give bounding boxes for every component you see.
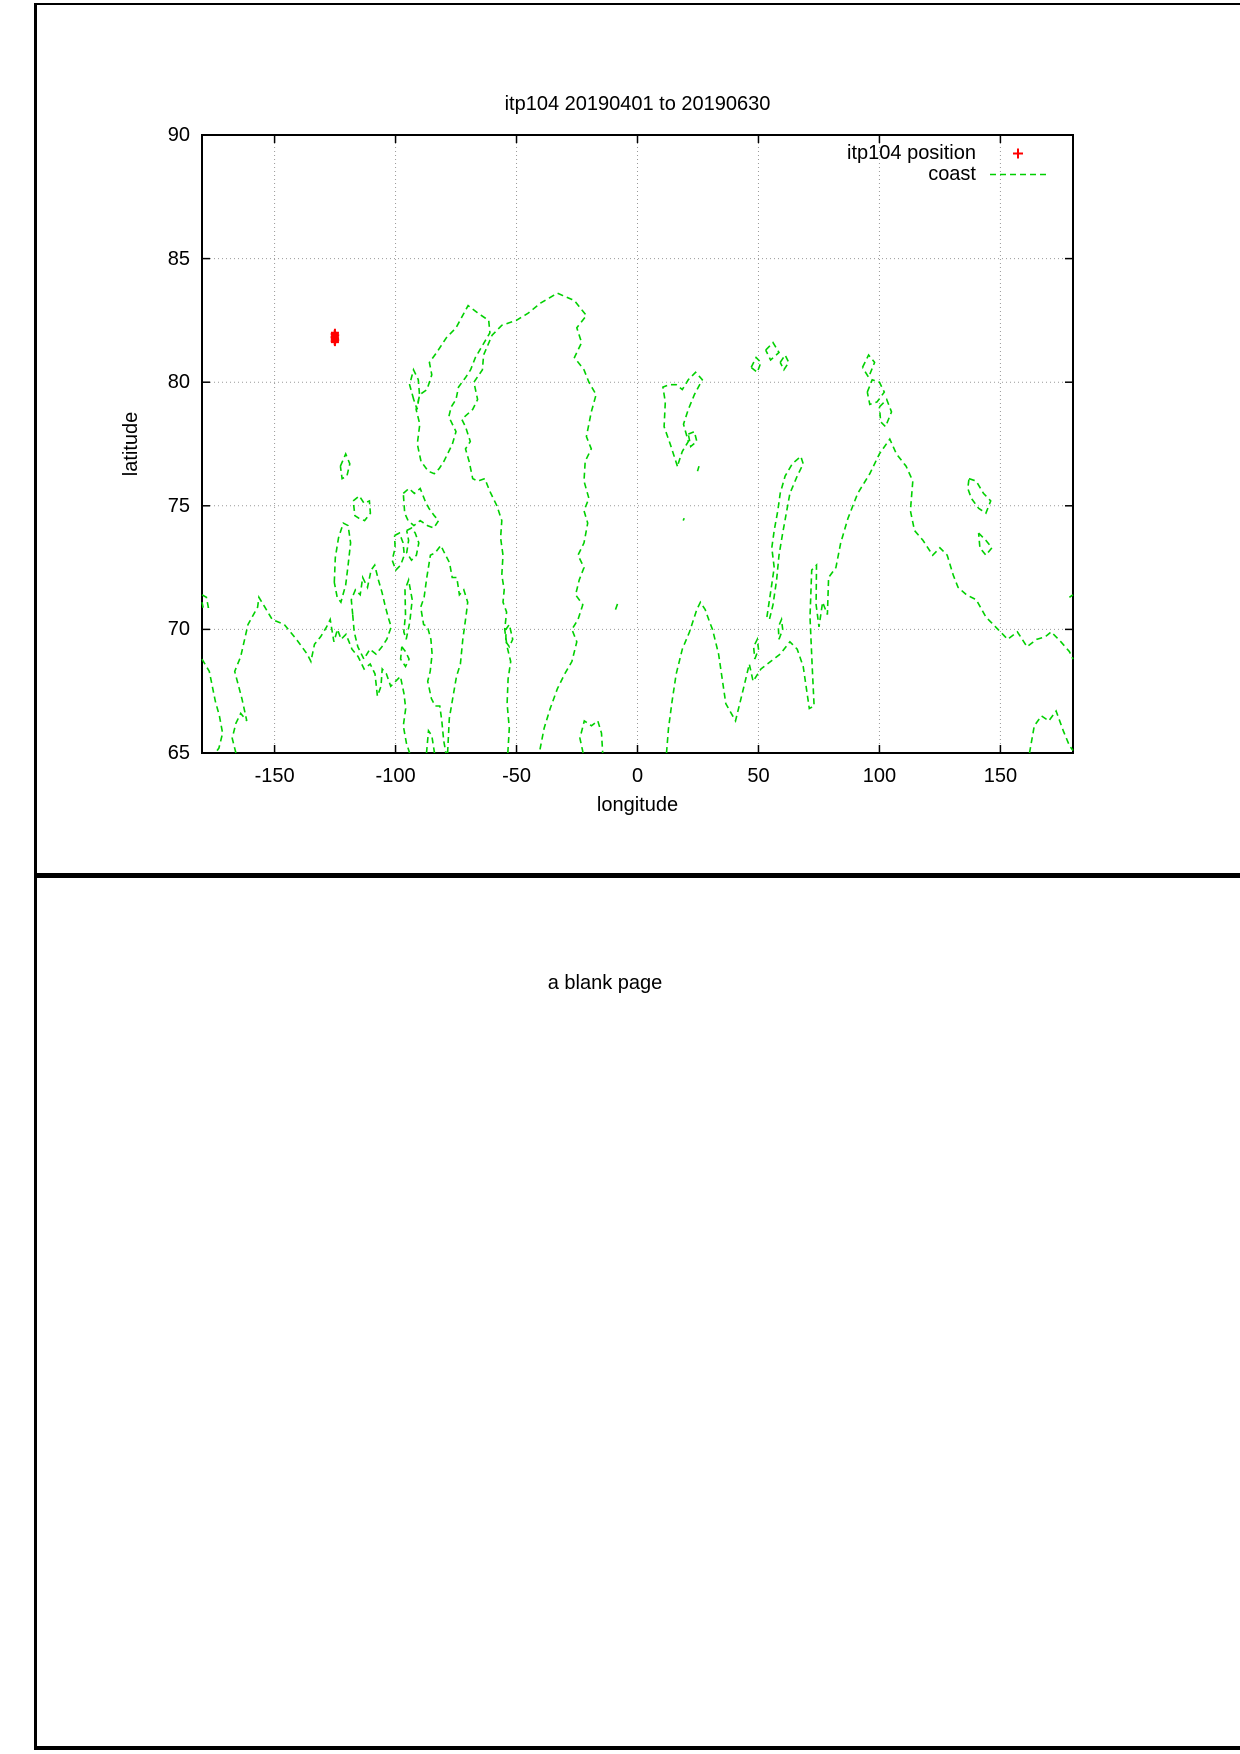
coastline-segment bbox=[696, 465, 700, 472]
coastline-segment bbox=[777, 616, 784, 640]
coastline-segment bbox=[779, 353, 790, 372]
coastline-segment bbox=[339, 451, 351, 480]
y-tick-label: 80 bbox=[167, 371, 190, 394]
y-tick-label: 75 bbox=[167, 494, 190, 517]
page-separator bbox=[34, 873, 1240, 878]
coastline-segment bbox=[750, 356, 762, 374]
coastline-segment bbox=[408, 367, 421, 410]
coastline-segment bbox=[405, 526, 420, 562]
y-tick-label: 65 bbox=[167, 742, 190, 764]
coastline-segment bbox=[579, 719, 604, 754]
coastline-segment bbox=[419, 543, 469, 754]
coastline-segment bbox=[752, 636, 760, 660]
plot-canvas bbox=[201, 134, 1074, 754]
coastline-segment bbox=[352, 494, 372, 522]
coastline-segment bbox=[231, 594, 411, 754]
plot-frame bbox=[201, 134, 1074, 754]
coastline-segment bbox=[402, 576, 414, 640]
coastline-segment bbox=[201, 594, 210, 609]
y-tick-label: 70 bbox=[167, 618, 190, 641]
x-axis-label: longitude bbox=[596, 794, 679, 816]
coastline-segment bbox=[665, 437, 1074, 754]
coastline-segment bbox=[333, 521, 352, 604]
blank-page-text: a blank page bbox=[547, 972, 663, 994]
coastline-segment bbox=[614, 601, 619, 610]
coastline-segment bbox=[977, 532, 993, 557]
page-border-bottom bbox=[34, 1746, 1240, 1750]
coastline-segment bbox=[682, 517, 685, 521]
coastline-segment bbox=[460, 292, 597, 754]
x-tick-label: 50 bbox=[747, 765, 770, 787]
coastline-segment bbox=[766, 455, 805, 622]
coastline-segment bbox=[687, 430, 698, 448]
itp104-position-marker bbox=[330, 338, 339, 347]
x-tick-label: -150 bbox=[254, 765, 295, 787]
coastline-segment bbox=[391, 531, 406, 572]
coastline-segment bbox=[399, 646, 410, 669]
x-tick-label: -50 bbox=[502, 765, 531, 787]
coastline-segment bbox=[201, 658, 224, 754]
legend-label-coast: coast bbox=[928, 163, 976, 185]
x-tick-label: 150 bbox=[983, 765, 1018, 787]
coastline-segment bbox=[1068, 594, 1074, 598]
y-tick-label: 85 bbox=[167, 247, 190, 270]
coastline-segment bbox=[350, 563, 393, 661]
x-tick-label: 100 bbox=[862, 765, 897, 787]
coastline-segment bbox=[505, 622, 514, 649]
legend-plus-marker bbox=[1013, 148, 1023, 159]
coastline-segment bbox=[866, 378, 886, 406]
y-axis-label: latitude bbox=[120, 411, 142, 477]
coastline-segment bbox=[1028, 709, 1074, 754]
coastline-segment bbox=[415, 304, 491, 475]
coastline-segment bbox=[878, 398, 893, 429]
coastline-segment bbox=[861, 353, 876, 380]
coastline-segment bbox=[966, 477, 992, 515]
y-tick-label: 90 bbox=[167, 124, 190, 146]
x-tick-label: 0 bbox=[631, 765, 644, 787]
coastline-segment bbox=[764, 341, 781, 362]
coastline-segment bbox=[662, 371, 704, 467]
chart-title: itp104 20190401 to 20190630 bbox=[504, 93, 771, 115]
page-border-top bbox=[34, 3, 1240, 5]
legend-label-itp104-position: itp104 position bbox=[847, 142, 976, 164]
x-tick-label: -100 bbox=[375, 765, 416, 787]
coastline-segment bbox=[402, 487, 440, 529]
coastline-segment bbox=[425, 728, 436, 754]
